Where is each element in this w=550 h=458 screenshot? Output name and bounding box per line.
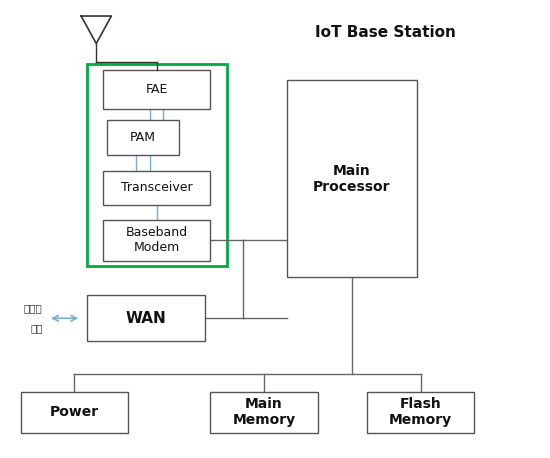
Text: Main
Memory: Main Memory [233, 397, 295, 427]
Bar [87, 295, 205, 341]
Text: WAN: WAN [125, 311, 166, 326]
Bar [367, 392, 474, 433]
Bar [103, 171, 210, 205]
Bar [107, 120, 179, 155]
Bar [103, 70, 210, 109]
Text: Flash
Memory: Flash Memory [389, 397, 452, 427]
Text: FAE: FAE [146, 83, 168, 96]
Text: 연동: 연동 [30, 323, 43, 333]
Text: IoT Base Station: IoT Base Station [315, 25, 455, 39]
Bar [21, 392, 128, 433]
Polygon shape [81, 16, 111, 44]
Text: Transceiver: Transceiver [121, 181, 192, 194]
Text: Baseband
Modem: Baseband Modem [126, 226, 188, 255]
Text: 상위망: 상위망 [24, 303, 43, 313]
Bar [103, 220, 210, 261]
Text: Main
Processor: Main Processor [314, 164, 390, 194]
Bar [86, 64, 227, 266]
Bar [210, 392, 317, 433]
Bar [287, 80, 417, 277]
Text: PAM: PAM [130, 131, 156, 144]
Text: Power: Power [50, 405, 99, 419]
